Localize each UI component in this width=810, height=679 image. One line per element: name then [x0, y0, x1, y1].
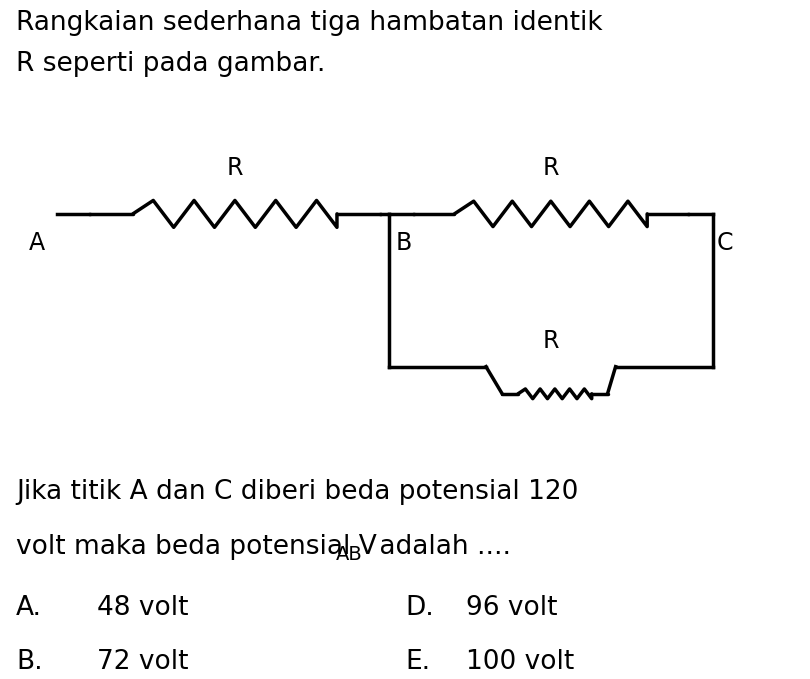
Text: A: A: [28, 231, 45, 255]
Text: R: R: [543, 329, 559, 353]
Text: adalah ....: adalah ....: [371, 534, 511, 560]
Text: D.: D.: [405, 595, 433, 621]
Text: AB: AB: [336, 545, 363, 564]
Text: 100 volt: 100 volt: [466, 649, 574, 675]
Text: C: C: [717, 231, 733, 255]
Text: Rangkaian sederhana tiga hambatan identik: Rangkaian sederhana tiga hambatan identi…: [16, 10, 603, 36]
Text: 96 volt: 96 volt: [466, 595, 557, 621]
Text: B: B: [395, 231, 411, 255]
Text: 72 volt: 72 volt: [97, 649, 189, 675]
Text: R: R: [543, 156, 559, 180]
Text: 48 volt: 48 volt: [97, 595, 189, 621]
Text: R: R: [227, 156, 243, 180]
Text: B.: B.: [16, 649, 43, 675]
Text: R seperti pada gambar.: R seperti pada gambar.: [16, 51, 326, 77]
Text: volt maka beda potensial V: volt maka beda potensial V: [16, 534, 377, 560]
Text: Jika titik A dan C diberi beda potensial 120: Jika titik A dan C diberi beda potensial…: [16, 479, 578, 504]
Text: E.: E.: [405, 649, 430, 675]
Text: A.: A.: [16, 595, 42, 621]
